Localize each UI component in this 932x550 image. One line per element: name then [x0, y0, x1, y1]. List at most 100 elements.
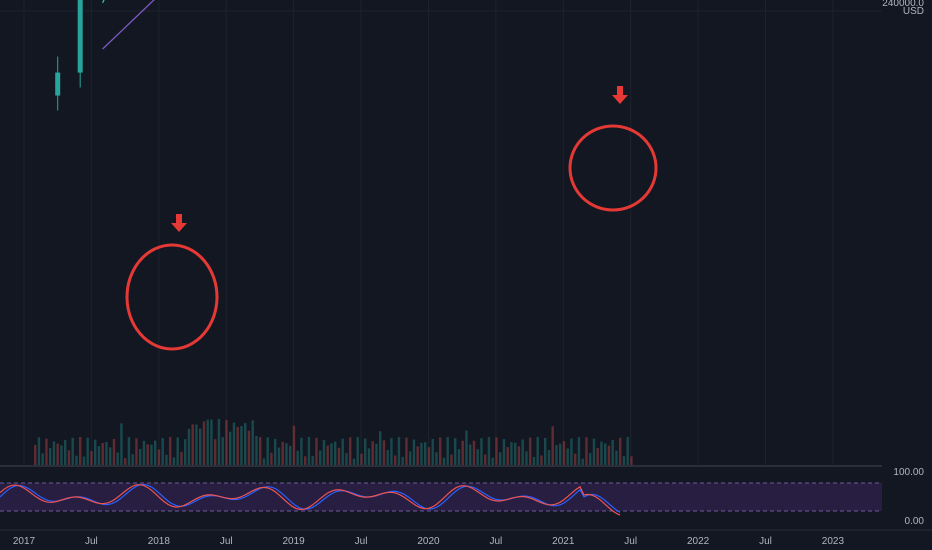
- volume-bar: [431, 439, 434, 465]
- volume-bar: [131, 454, 134, 465]
- volume-bar: [379, 431, 382, 465]
- volume-bar: [281, 441, 284, 465]
- volume-bar: [255, 435, 258, 465]
- volume-bar: [142, 440, 146, 465]
- volume-bar: [506, 447, 509, 465]
- volume-bar: [510, 442, 513, 465]
- volume-bar: [367, 448, 371, 465]
- x-tick-label: 2017: [13, 536, 36, 547]
- volume-bar: [491, 457, 494, 465]
- volume-bar: [521, 439, 524, 465]
- volume-bar: [397, 437, 401, 465]
- volume-bar: [330, 443, 333, 465]
- volume-bar: [555, 445, 558, 465]
- volume-bar: [345, 453, 348, 465]
- volume-bar: [37, 437, 41, 465]
- volume-bar: [232, 422, 236, 465]
- volume-bar: [547, 449, 551, 465]
- x-tick-label: Jul: [759, 536, 772, 547]
- volume-bar: [562, 441, 566, 465]
- volume-bar: [315, 437, 318, 465]
- volume-bar: [259, 437, 262, 465]
- volume-bars: [34, 419, 633, 465]
- x-tick-label: 2019: [283, 536, 306, 547]
- volume-bar: [499, 452, 502, 465]
- volume-bar: [277, 447, 281, 465]
- volume-bar: [236, 426, 239, 465]
- volume-bar: [589, 453, 592, 465]
- volume-bar: [472, 440, 476, 465]
- volume-bar: [435, 452, 438, 465]
- volume-bar: [49, 448, 52, 465]
- volume-bar: [90, 451, 93, 465]
- volume-bar: [214, 439, 217, 465]
- x-tick-label: Jul: [355, 536, 368, 547]
- volume-bar: [577, 437, 581, 465]
- volume-bar: [274, 438, 277, 465]
- volume-bar: [251, 420, 254, 465]
- volume-bar: [154, 440, 157, 465]
- volume-bar: [457, 449, 461, 465]
- volume-bar: [326, 445, 329, 465]
- volume-bar: [71, 437, 74, 465]
- volume-bar: [525, 451, 528, 465]
- volume-bar: [544, 437, 547, 465]
- volume-bar: [559, 443, 562, 465]
- volume-bar: [427, 447, 431, 465]
- annotation-circle: [125, 243, 219, 351]
- volume-bar: [94, 439, 97, 465]
- volume-bar: [225, 420, 228, 465]
- candles[interactable]: [55, 0, 611, 111]
- volume-bar: [622, 456, 626, 465]
- volume-bar: [604, 443, 607, 465]
- x-tick-label: 2021: [552, 536, 575, 547]
- volume-bar: [64, 440, 67, 465]
- x-tick-label: Jul: [220, 536, 233, 547]
- volume-bar: [630, 456, 633, 465]
- candle-body[interactable]: [77, 0, 83, 73]
- volume-bar: [570, 438, 573, 465]
- volume-bar: [157, 449, 161, 465]
- volume-bar: [514, 442, 517, 465]
- down-arrow-icon: [171, 214, 187, 232]
- volume-bar: [446, 437, 449, 465]
- volume-bar: [184, 439, 187, 465]
- volume-bar: [300, 437, 303, 465]
- volume-bar: [109, 447, 112, 465]
- volume-bar: [461, 440, 464, 465]
- volume-bar: [105, 441, 108, 465]
- volume-bar: [517, 446, 521, 465]
- volume-bar: [210, 419, 213, 465]
- x-tick-label: Jul: [85, 536, 98, 547]
- volume-bar: [529, 437, 532, 465]
- volume-bar: [337, 447, 341, 465]
- volume-bar: [191, 424, 194, 465]
- volume-bar: [304, 456, 307, 465]
- time-axis[interactable]: [0, 530, 932, 550]
- volume-bar: [52, 441, 56, 465]
- volume-bar: [67, 450, 71, 465]
- volume-bar: [217, 419, 221, 465]
- volume-bar: [540, 455, 543, 465]
- volume-bar: [536, 437, 539, 465]
- volume-bar: [244, 423, 247, 465]
- oscillator-line: [0, 484, 621, 516]
- price-axis[interactable]: [882, 0, 932, 550]
- volume-bar: [585, 437, 588, 465]
- volume-bar: [172, 457, 176, 465]
- candle-body[interactable]: [55, 72, 61, 96]
- volume-bar: [221, 437, 224, 465]
- volume-bar: [165, 454, 168, 465]
- volume-bar: [551, 426, 554, 465]
- volume-bar: [394, 455, 397, 465]
- volume-bar: [60, 445, 63, 465]
- oscillator-tick-label: 100.00: [893, 467, 924, 478]
- volume-bar: [356, 437, 359, 465]
- volume-bar: [405, 437, 408, 465]
- volume-bar: [581, 458, 584, 465]
- volume-bar: [187, 428, 191, 465]
- volume-bar: [41, 453, 44, 465]
- volume-bar: [135, 438, 138, 465]
